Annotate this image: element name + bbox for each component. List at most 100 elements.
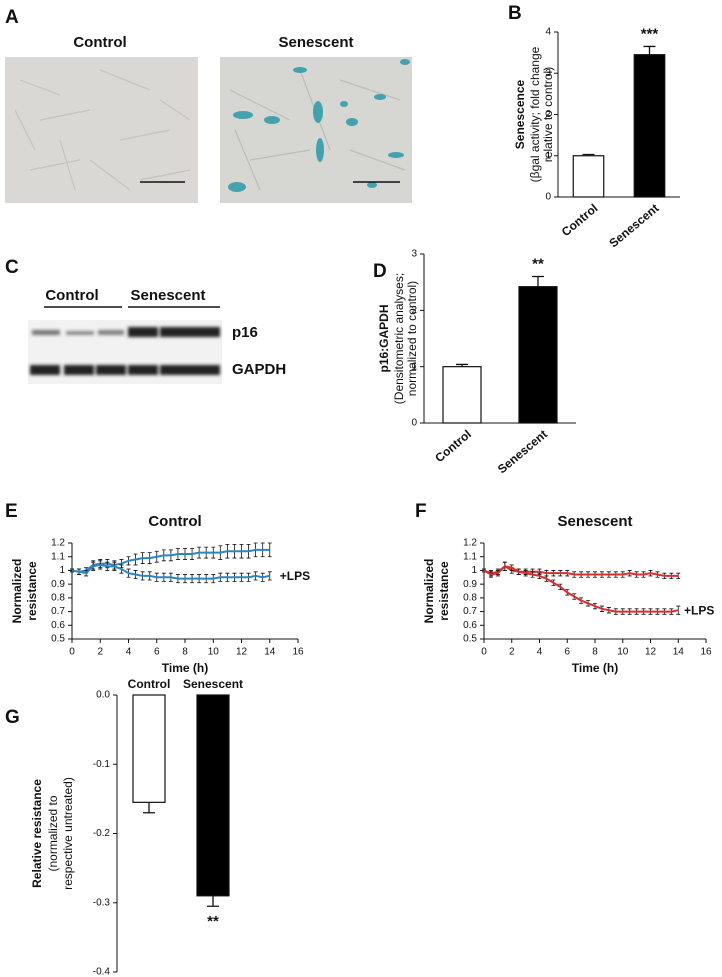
bar: [518, 286, 558, 424]
band-label: GAPDH: [232, 361, 286, 378]
image-title: Control: [73, 34, 126, 51]
bar: [633, 54, 666, 198]
significance: **: [207, 913, 219, 930]
y-axis-label: resistance: [437, 561, 451, 621]
y-tick-label: -0.1: [93, 759, 111, 770]
y-tick-label: 0.6: [51, 620, 65, 631]
y-axis-label: respective untreated): [61, 777, 75, 890]
y-tick-label: 0.8: [463, 592, 477, 603]
x-tick-label: 8: [592, 647, 598, 658]
y-axis-label: Relative resistance: [30, 779, 44, 888]
x-tick-label: 4: [126, 647, 132, 658]
chart-title: Control: [148, 513, 201, 530]
y-tick-label: 1.1: [51, 551, 65, 562]
category-label: Senescent: [495, 427, 550, 476]
panel-letter: C: [5, 257, 19, 278]
y-axis-label: (βgal activity; fold change: [528, 46, 542, 182]
y-axis-label: normalized to control): [405, 281, 419, 396]
y-tick-label: 1.2: [463, 538, 477, 549]
x-axis-label: Time (h): [162, 661, 208, 675]
y-tick-label: -0.3: [93, 897, 111, 908]
y-tick-label: 0.5: [51, 634, 65, 645]
bar: [442, 366, 482, 424]
error-bar: [582, 153, 595, 156]
series-line: [71, 548, 270, 573]
y-axis-label: Normalized: [422, 559, 436, 624]
y-tick-label: 1.2: [51, 538, 65, 549]
panel-letter: F: [415, 501, 427, 522]
x-tick-label: 8: [182, 647, 188, 658]
micrograph-control: [5, 57, 198, 203]
x-tick-label: 2: [509, 647, 515, 658]
category-label: Senescent: [606, 201, 661, 250]
x-tick-label: 12: [236, 647, 248, 658]
y-axis-label: p16:GAPDH: [377, 304, 391, 372]
y-tick-label: 0.0: [96, 690, 110, 701]
band-label: p16: [232, 324, 258, 341]
panel-letter: A: [5, 7, 19, 28]
chart-title: Senescent: [557, 513, 632, 530]
group-label: Senescent: [130, 287, 205, 304]
category-label: Control: [128, 677, 171, 691]
x-axis-label: Time (h): [572, 661, 618, 675]
y-tick-label: 0: [545, 192, 551, 203]
y-tick-label: 2: [411, 305, 417, 316]
significance: ***: [641, 25, 659, 42]
image-title: Senescent: [278, 34, 353, 51]
error-bar: [456, 363, 468, 367]
x-tick-label: 14: [264, 647, 276, 658]
micrograph-senescent: [220, 57, 412, 203]
bar: [572, 155, 605, 198]
y-tick-label: 0.7: [463, 606, 477, 617]
group-label: Control: [45, 287, 98, 304]
y-axis-label: (normalized to: [46, 795, 60, 871]
series-line: [483, 565, 679, 613]
panel-letter: B: [508, 3, 522, 24]
error-bar: [207, 895, 219, 907]
bar: [132, 694, 166, 803]
x-tick-label: 6: [154, 647, 160, 658]
panel-letter: E: [5, 501, 18, 522]
x-tick-label: 0: [69, 647, 75, 658]
x-tick-label: 14: [673, 647, 685, 658]
y-tick-label: 1: [471, 565, 477, 576]
y-tick-label: 0: [411, 418, 417, 429]
x-tick-label: 0: [481, 647, 487, 658]
y-tick-label: -0.4: [93, 967, 111, 977]
error-bar: [643, 45, 656, 55]
series-annotation: +LPS: [684, 603, 714, 617]
series-annotation: +LPS: [280, 569, 310, 583]
x-tick-label: 10: [208, 647, 220, 658]
y-axis-label: Senescence: [513, 79, 527, 149]
y-axis-label: relative to control): [541, 67, 555, 162]
significance: **: [532, 256, 544, 273]
y-tick-label: 0.6: [463, 620, 477, 631]
western-blot: [28, 320, 222, 384]
x-tick-label: 4: [537, 647, 543, 658]
error-bar: [532, 275, 544, 287]
bar: [196, 694, 230, 897]
x-tick-label: 16: [292, 647, 304, 658]
x-tick-label: 2: [97, 647, 103, 658]
y-tick-label: 0.9: [463, 579, 477, 590]
panel-letter: G: [5, 707, 20, 728]
series-line: [71, 563, 270, 580]
y-tick-label: 0.9: [51, 579, 65, 590]
y-tick-label: 1.1: [463, 551, 477, 562]
y-tick-label: 1: [59, 565, 65, 576]
y-tick-label: 2: [545, 109, 551, 120]
x-tick-label: 16: [700, 647, 712, 658]
y-tick-label: 0.8: [51, 592, 65, 603]
y-axis-label: resistance: [25, 561, 39, 621]
x-tick-label: 12: [645, 647, 657, 658]
category-label: Senescent: [183, 677, 243, 691]
x-tick-label: 10: [617, 647, 629, 658]
x-tick-label: 6: [564, 647, 570, 658]
y-tick-label: 1: [411, 361, 417, 372]
error-bar: [143, 802, 155, 814]
y-tick-label: 4: [545, 27, 551, 38]
y-tick-label: 0.5: [463, 634, 477, 645]
y-tick-label: 1: [545, 150, 551, 161]
y-tick-label: 3: [411, 249, 417, 260]
